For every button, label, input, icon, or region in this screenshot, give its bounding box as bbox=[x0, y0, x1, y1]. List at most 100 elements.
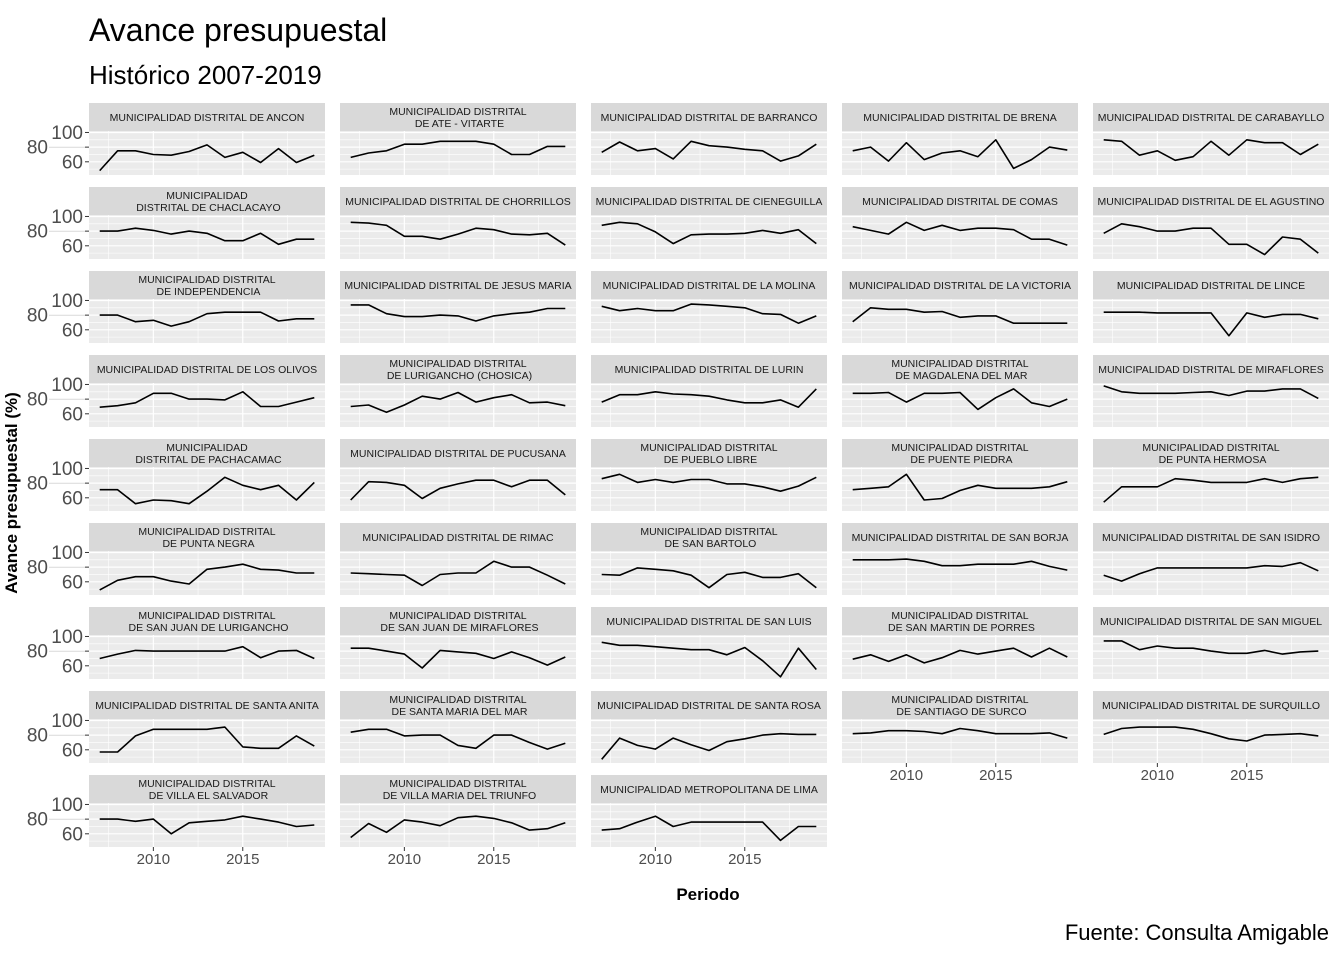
facet-strip bbox=[842, 271, 1078, 299]
facet-strip bbox=[591, 523, 827, 551]
x-tick-label: 2010 bbox=[137, 851, 170, 868]
facet-strip bbox=[1093, 355, 1329, 383]
facet-strip-label: MUNICIPALIDAD DISTRITAL DE SANTA MARIA D… bbox=[389, 694, 528, 718]
panel-background bbox=[89, 719, 325, 763]
facet-panel: MUNICIPALIDAD DISTRITAL DE SAN BARTOLO bbox=[591, 523, 827, 595]
facet-panel: MUNICIPALIDAD DISTRITAL DE SAN LUIS bbox=[591, 607, 827, 679]
panel-background bbox=[89, 635, 325, 679]
panel-background bbox=[89, 131, 325, 175]
facet-strip bbox=[842, 691, 1078, 719]
y-tick-label: 100 bbox=[51, 543, 83, 564]
series-line bbox=[852, 558, 1068, 571]
y-tick-label: 60 bbox=[62, 824, 83, 845]
series-line bbox=[1103, 311, 1319, 337]
x-axis-label: Periodo bbox=[676, 885, 739, 904]
panel-background bbox=[591, 635, 827, 679]
series-line bbox=[1103, 385, 1319, 400]
facet-panel: MUNICIPALIDAD DISTRITAL DE CHACLACAYO 100… bbox=[27, 187, 325, 259]
series-line bbox=[601, 732, 817, 760]
facet-strip-label: MUNICIPALIDAD DISTRITAL DE SAN ISIDRO bbox=[1102, 532, 1320, 544]
facet-strip-label: MUNICIPALIDAD DISTRITAL DE BRENA bbox=[863, 112, 1057, 124]
series-line bbox=[350, 221, 566, 246]
panel-background bbox=[842, 635, 1078, 679]
facet-strip bbox=[340, 607, 576, 635]
facet-strip bbox=[89, 523, 325, 551]
facet-strip bbox=[591, 103, 827, 131]
facet-panel: MUNICIPALIDAD DISTRITAL DE INDEPENDENCIA… bbox=[27, 271, 325, 343]
series-line bbox=[99, 815, 315, 835]
series-line bbox=[350, 560, 566, 587]
facet-strip-label: MUNICIPALIDAD DISTRITAL DE CHACLACAYO bbox=[133, 190, 280, 214]
facet-panel: MUNICIPALIDAD DISTRITAL DE JESUS MARIA bbox=[340, 271, 576, 343]
series-line bbox=[1103, 476, 1319, 503]
facet-strip-label: MUNICIPALIDAD DISTRITAL DE PUCUSANA bbox=[350, 448, 566, 460]
facet-strip-label: MUNICIPALIDAD DISTRITAL DE RIMAC bbox=[362, 532, 554, 544]
x-tick-label: 2015 bbox=[1230, 767, 1263, 784]
series-line bbox=[852, 727, 1068, 739]
panel-background bbox=[591, 131, 827, 175]
series-line bbox=[601, 815, 817, 842]
series-line bbox=[99, 227, 315, 246]
series-line bbox=[1103, 223, 1319, 256]
y-tick-label: 80 bbox=[27, 138, 48, 159]
facet-strip-label: MUNICIPALIDAD DISTRITAL DE CHORRILLOS bbox=[345, 196, 571, 208]
facet-panel: MUNICIPALIDAD DISTRITAL DE SANTA ANITA 10… bbox=[27, 691, 325, 763]
panel-background bbox=[89, 551, 325, 595]
series-line bbox=[99, 390, 315, 408]
series-line bbox=[350, 391, 566, 414]
facet-strip bbox=[89, 691, 325, 719]
facet-panel: MUNICIPALIDAD DISTRITAL DE SANTA MARIA D… bbox=[340, 691, 576, 763]
facet-strip-label: MUNICIPALIDAD DISTRITAL DE VILLA MARIA D… bbox=[380, 778, 536, 802]
panel-background bbox=[89, 803, 325, 847]
facet-strip-label: MUNICIPALIDAD DISTRITAL DE ATE - VITARTE bbox=[389, 106, 526, 130]
facet-strip bbox=[340, 523, 576, 551]
facet-strip-label: MUNICIPALIDAD DISTRITAL DE LA MOLINA bbox=[603, 280, 816, 292]
x-tick-label: 2010 bbox=[1141, 767, 1174, 784]
series-line bbox=[1103, 139, 1319, 162]
facet-panels: MUNICIPALIDAD DISTRITAL DE ANCON1008060M… bbox=[27, 103, 1329, 868]
facet-strip bbox=[89, 187, 325, 215]
series-line bbox=[601, 473, 817, 493]
panel-background bbox=[340, 803, 576, 847]
x-tick-label: 2015 bbox=[979, 767, 1012, 784]
facet-strip bbox=[1093, 103, 1329, 131]
facet-strip-label: MUNICIPALIDAD DISTRITAL DE SAN MIGUEL bbox=[1100, 616, 1322, 628]
series-line bbox=[99, 563, 315, 591]
panel-background bbox=[340, 467, 576, 511]
facet-strip bbox=[842, 607, 1078, 635]
facet-panel: MUNICIPALIDAD DISTRITAL DE PUCUSANA bbox=[340, 439, 576, 511]
series-line bbox=[350, 479, 566, 501]
facet-panel: MUNICIPALIDAD DISTRITAL DE COMAS bbox=[842, 187, 1078, 259]
facet-panel: MUNICIPALIDAD DISTRITAL DE LA MOLINA bbox=[591, 271, 827, 343]
panel-background bbox=[340, 215, 576, 259]
facet-strip-label: MUNICIPALIDAD DISTRITAL DE SAN BORJA bbox=[852, 532, 1069, 544]
panel-background bbox=[89, 467, 325, 511]
y-tick-label: 100 bbox=[51, 459, 83, 480]
series-line bbox=[852, 139, 1068, 170]
facet-strip bbox=[1093, 271, 1329, 299]
facet-strip bbox=[89, 355, 325, 383]
facet-panel: MUNICIPALIDAD DISTRITAL DE SAN BORJA bbox=[842, 523, 1078, 595]
y-tick-label: 80 bbox=[27, 726, 48, 747]
facet-panel: MUNICIPALIDAD DISTRITAL DE BRENA bbox=[842, 103, 1078, 175]
facet-panel: MUNICIPALIDAD DISTRITAL DE SAN JUAN DE M… bbox=[340, 607, 576, 679]
facet-strip bbox=[842, 355, 1078, 383]
panel-background bbox=[1093, 299, 1329, 343]
series-line bbox=[852, 388, 1068, 411]
facet-strip bbox=[591, 439, 827, 467]
facet-panel: MUNICIPALIDAD DISTRITAL DE PACHACAMAC 100… bbox=[27, 439, 325, 511]
y-tick-label: 100 bbox=[51, 291, 83, 312]
y-tick-label: 100 bbox=[51, 207, 83, 228]
facet-strip bbox=[89, 775, 325, 803]
facet-strip bbox=[1093, 607, 1329, 635]
facet-strip-label: MUNICIPALIDAD DISTRITAL DE VILLA EL SALV… bbox=[138, 778, 275, 802]
series-line bbox=[601, 140, 817, 162]
y-tick-label: 60 bbox=[62, 236, 83, 257]
panel-background bbox=[842, 467, 1078, 511]
series-line bbox=[852, 647, 1068, 664]
facet-strip bbox=[340, 691, 576, 719]
chart-subtitle: Histórico 2007-2019 bbox=[89, 60, 322, 90]
series-line bbox=[601, 641, 817, 678]
caption: Fuente: Consulta Amigable bbox=[1065, 920, 1329, 945]
